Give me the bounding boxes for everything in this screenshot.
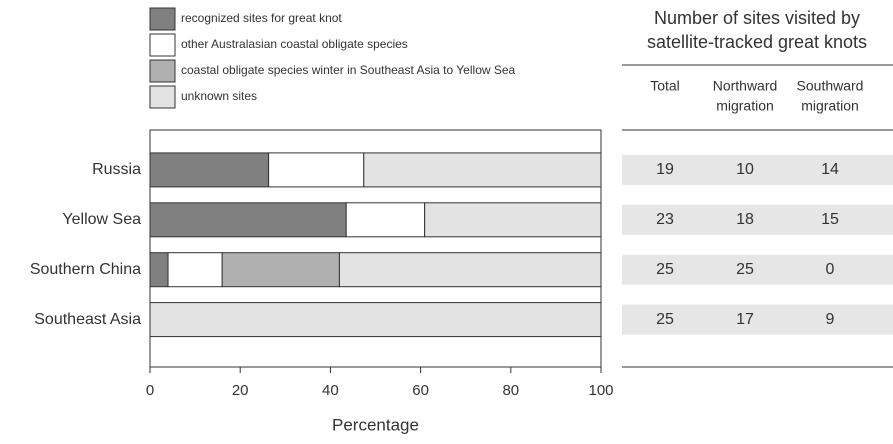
table-cell: 14	[821, 161, 839, 178]
legend-swatch	[149, 33, 176, 57]
table-row-bg	[622, 154, 893, 185]
legend-swatch	[149, 59, 176, 83]
table-cell: 9	[826, 311, 835, 328]
x-tick-label: 80	[502, 382, 519, 399]
table-row-bg	[622, 254, 893, 285]
legend-swatch	[149, 7, 176, 31]
table-cell: 25	[656, 311, 674, 328]
bar-segment	[363, 152, 602, 188]
table-cell: 15	[821, 211, 839, 228]
plot-frame	[149, 129, 602, 368]
legend-label: other Australasian coastal obligate spec…	[181, 37, 408, 51]
table-header: Northward	[713, 78, 778, 94]
table-cell: 18	[736, 211, 754, 228]
table-cell: 17	[736, 311, 754, 328]
x-tick-label: 60	[412, 382, 429, 399]
bar-segment	[338, 252, 602, 288]
bar-segment	[149, 152, 270, 188]
table-header: Southward	[797, 78, 864, 94]
bar-segment	[149, 202, 347, 238]
legend-label: unknown sites	[181, 89, 257, 103]
bar-segment	[149, 252, 169, 288]
table-row-bg	[622, 304, 893, 335]
legend-label: coastal obligate species winter in South…	[181, 63, 516, 77]
table-cell: 19	[656, 161, 674, 178]
table-cell: 0	[826, 261, 835, 278]
y-tick-label: Southern China	[30, 261, 141, 278]
table-header: migration	[801, 98, 859, 114]
table-header: Total	[650, 78, 680, 94]
table-cell: 25	[656, 261, 674, 278]
table-title: Number of sites visited by	[654, 8, 860, 28]
x-tick-label: 100	[588, 382, 613, 399]
table-cell: 25	[736, 261, 754, 278]
x-tick-label: 20	[232, 382, 249, 399]
table-row-bg	[622, 204, 893, 235]
y-tick-label: Yellow Sea	[62, 211, 141, 228]
x-axis-label: Percentage	[332, 415, 419, 434]
y-tick-label: Southeast Asia	[34, 311, 141, 328]
bar-segment	[167, 252, 223, 288]
bar-segment	[424, 202, 602, 238]
table-title: satellite-tracked great knots	[647, 32, 867, 52]
legend-label: recognized sites for great knot	[181, 11, 342, 25]
table-cell: 23	[656, 211, 674, 228]
bar-segment	[268, 152, 365, 188]
bar-segment	[149, 302, 602, 338]
x-tick-label: 40	[322, 382, 339, 399]
table-cell: 10	[736, 161, 754, 178]
y-tick-label: Russia	[92, 161, 141, 178]
x-tick-label: 0	[146, 382, 154, 399]
legend-swatch	[149, 85, 176, 109]
bar-segment	[345, 202, 426, 238]
table-header: migration	[716, 98, 774, 114]
bar-segment	[221, 252, 340, 288]
